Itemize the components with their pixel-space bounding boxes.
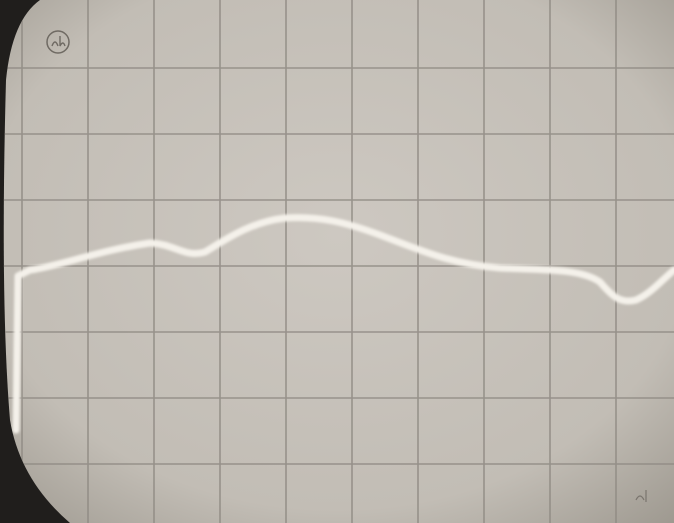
logo xyxy=(46,30,70,54)
corner-mark xyxy=(635,490,647,502)
trace xyxy=(12,214,674,434)
logo-mark xyxy=(51,36,66,47)
